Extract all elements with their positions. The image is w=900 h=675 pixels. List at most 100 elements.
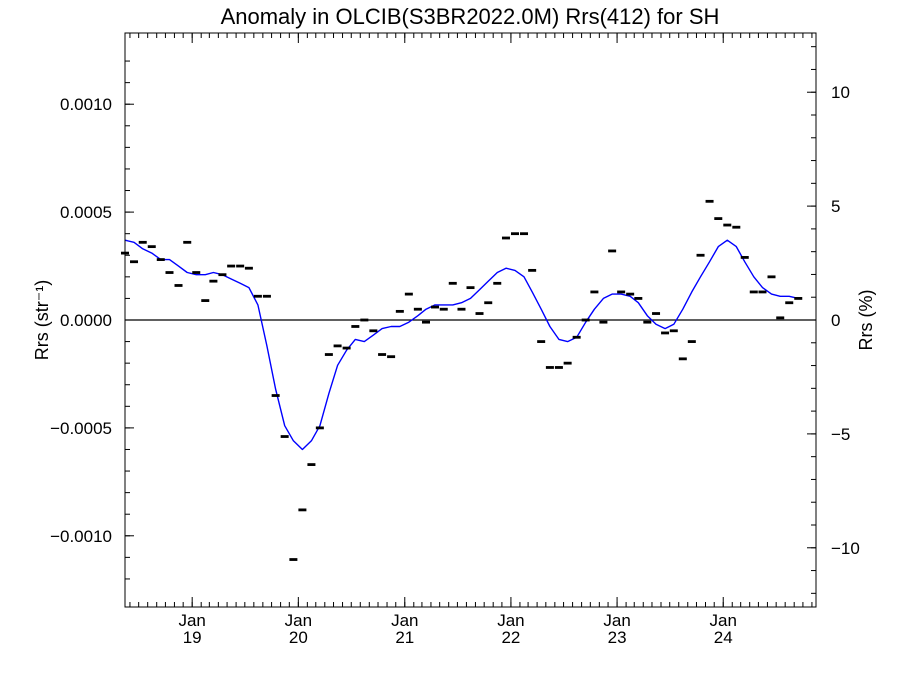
monthly-anomaly-marker: [138, 240, 147, 244]
monthly-anomaly-marker: [147, 245, 156, 249]
monthly-anomaly-marker: [457, 307, 466, 311]
y-tick-label-right: 5: [831, 197, 840, 216]
y-tick-label-left: 0.0000: [60, 311, 112, 330]
monthly-anomaly-marker: [776, 316, 785, 320]
monthly-anomaly-marker: [360, 318, 369, 322]
monthly-anomaly-marker: [351, 325, 360, 328]
x-tick-label-year: 22: [501, 628, 520, 647]
monthly-anomaly-marker: [165, 271, 174, 274]
monthly-anomaly-marker: [271, 394, 280, 397]
monthly-anomaly-marker: [723, 223, 732, 227]
y-tick-label-right: −10: [831, 539, 860, 558]
monthly-anomaly-marker: [280, 435, 289, 438]
x-tick-label-month: Jan: [178, 611, 205, 630]
monthly-anomaly-marker: [422, 320, 431, 324]
monthly-anomaly-marker: [563, 361, 572, 365]
x-tick-label-month: Jan: [710, 611, 737, 630]
monthly-anomaly-marker: [369, 329, 378, 333]
monthly-anomaly-marker: [342, 346, 351, 350]
monthly-anomaly-marker: [749, 290, 758, 294]
monthly-marker-layer: [121, 199, 803, 561]
monthly-anomaly-marker: [236, 264, 245, 268]
monthly-anomaly-marker: [785, 301, 794, 305]
monthly-anomaly-marker: [554, 366, 563, 369]
y-tick-label-left: 0.0010: [60, 95, 112, 114]
monthly-anomaly-marker: [315, 426, 324, 430]
monthly-anomaly-marker: [501, 236, 510, 240]
anomaly-smoothed-line: [124, 239, 799, 451]
monthly-anomaly-marker: [493, 281, 502, 285]
monthly-anomaly-marker: [156, 258, 165, 261]
monthly-anomaly-marker: [634, 297, 643, 300]
monthly-anomaly-marker: [404, 292, 413, 296]
monthly-anomaly-marker: [174, 284, 183, 287]
monthly-anomaly-marker: [439, 307, 448, 311]
monthly-anomaly-marker: [262, 294, 271, 298]
monthly-anomaly-marker: [705, 199, 714, 203]
monthly-anomaly-marker: [484, 301, 493, 305]
monthly-anomaly-marker: [289, 558, 298, 561]
monthly-anomaly-marker: [209, 279, 218, 283]
monthly-anomaly-marker: [767, 275, 776, 279]
monthly-anomaly-marker: [758, 290, 767, 294]
x-tick-label-year: 19: [183, 628, 202, 647]
y-axis-label-right: Rrs (%): [856, 290, 876, 351]
chart-title: Anomaly in OLCIB(S3BR2022.0M) Rrs(412) f…: [221, 4, 720, 29]
monthly-anomaly-marker: [678, 357, 687, 361]
monthly-anomaly-marker: [183, 240, 192, 244]
monthly-anomaly-marker: [378, 353, 387, 356]
monthly-anomaly-marker: [732, 225, 741, 229]
x-tick-label-month: Jan: [285, 611, 312, 630]
monthly-anomaly-marker: [307, 463, 316, 466]
monthly-anomaly-marker: [608, 249, 617, 253]
monthly-anomaly-marker: [218, 273, 227, 277]
x-tick-label-month: Jan: [603, 611, 630, 630]
monthly-anomaly-marker: [537, 340, 546, 343]
monthly-anomaly-marker: [227, 264, 236, 268]
monthly-anomaly-marker: [333, 344, 342, 348]
monthly-anomaly-marker: [431, 305, 440, 309]
monthly-anomaly-marker: [201, 299, 210, 302]
monthly-anomaly-marker: [192, 271, 201, 274]
monthly-anomaly-marker: [714, 217, 723, 220]
monthly-anomaly-marker: [520, 232, 529, 236]
monthly-anomaly-marker: [581, 318, 590, 322]
y-tick-label-right: −5: [831, 425, 850, 444]
monthly-anomaly-marker: [448, 281, 457, 285]
monthly-anomaly-marker: [617, 290, 626, 294]
axes-layer: −0.0010 −0.0005 0.0000 0.0005 0.0010 −10 −5 0 5 1…: [50, 33, 860, 647]
monthly-anomaly-marker: [626, 292, 635, 296]
monthly-anomaly-marker: [528, 268, 537, 272]
y-axis-label-left: Rrs (str⁻¹): [32, 280, 52, 360]
monthly-anomaly-marker: [572, 335, 581, 339]
monthly-anomaly-marker: [298, 508, 307, 512]
monthly-anomaly-marker: [413, 307, 422, 311]
x-tick-label-year: 20: [289, 628, 308, 647]
monthly-anomaly-marker: [253, 294, 262, 298]
x-tick-label-month: Jan: [497, 611, 524, 630]
x-tick-label-year: 23: [608, 628, 627, 647]
smoothed-line-layer: [124, 239, 799, 451]
monthly-anomaly-marker: [244, 266, 253, 270]
monthly-anomaly-marker: [510, 232, 519, 236]
plot-frame: [124, 32, 817, 608]
monthly-anomaly-marker: [387, 355, 396, 359]
monthly-anomaly-marker: [466, 286, 475, 290]
monthly-anomaly-marker: [643, 320, 652, 324]
y-tick-label-right: 0: [831, 311, 840, 330]
monthly-anomaly-marker: [696, 253, 705, 257]
monthly-anomaly-marker: [130, 260, 139, 264]
x-tick-label-year: 24: [714, 628, 733, 647]
y-tick-label-right: 10: [831, 83, 850, 102]
monthly-anomaly-marker: [652, 312, 661, 315]
monthly-anomaly-marker: [599, 320, 608, 324]
monthly-anomaly-marker: [324, 353, 333, 356]
monthly-anomaly-marker: [395, 309, 404, 313]
monthly-anomaly-marker: [687, 340, 696, 343]
y-tick-label-left: −0.0010: [50, 527, 112, 546]
monthly-anomaly-marker: [590, 290, 599, 294]
monthly-anomaly-marker: [475, 312, 484, 315]
monthly-anomaly-marker: [740, 256, 749, 259]
monthly-anomaly-marker: [669, 329, 678, 333]
